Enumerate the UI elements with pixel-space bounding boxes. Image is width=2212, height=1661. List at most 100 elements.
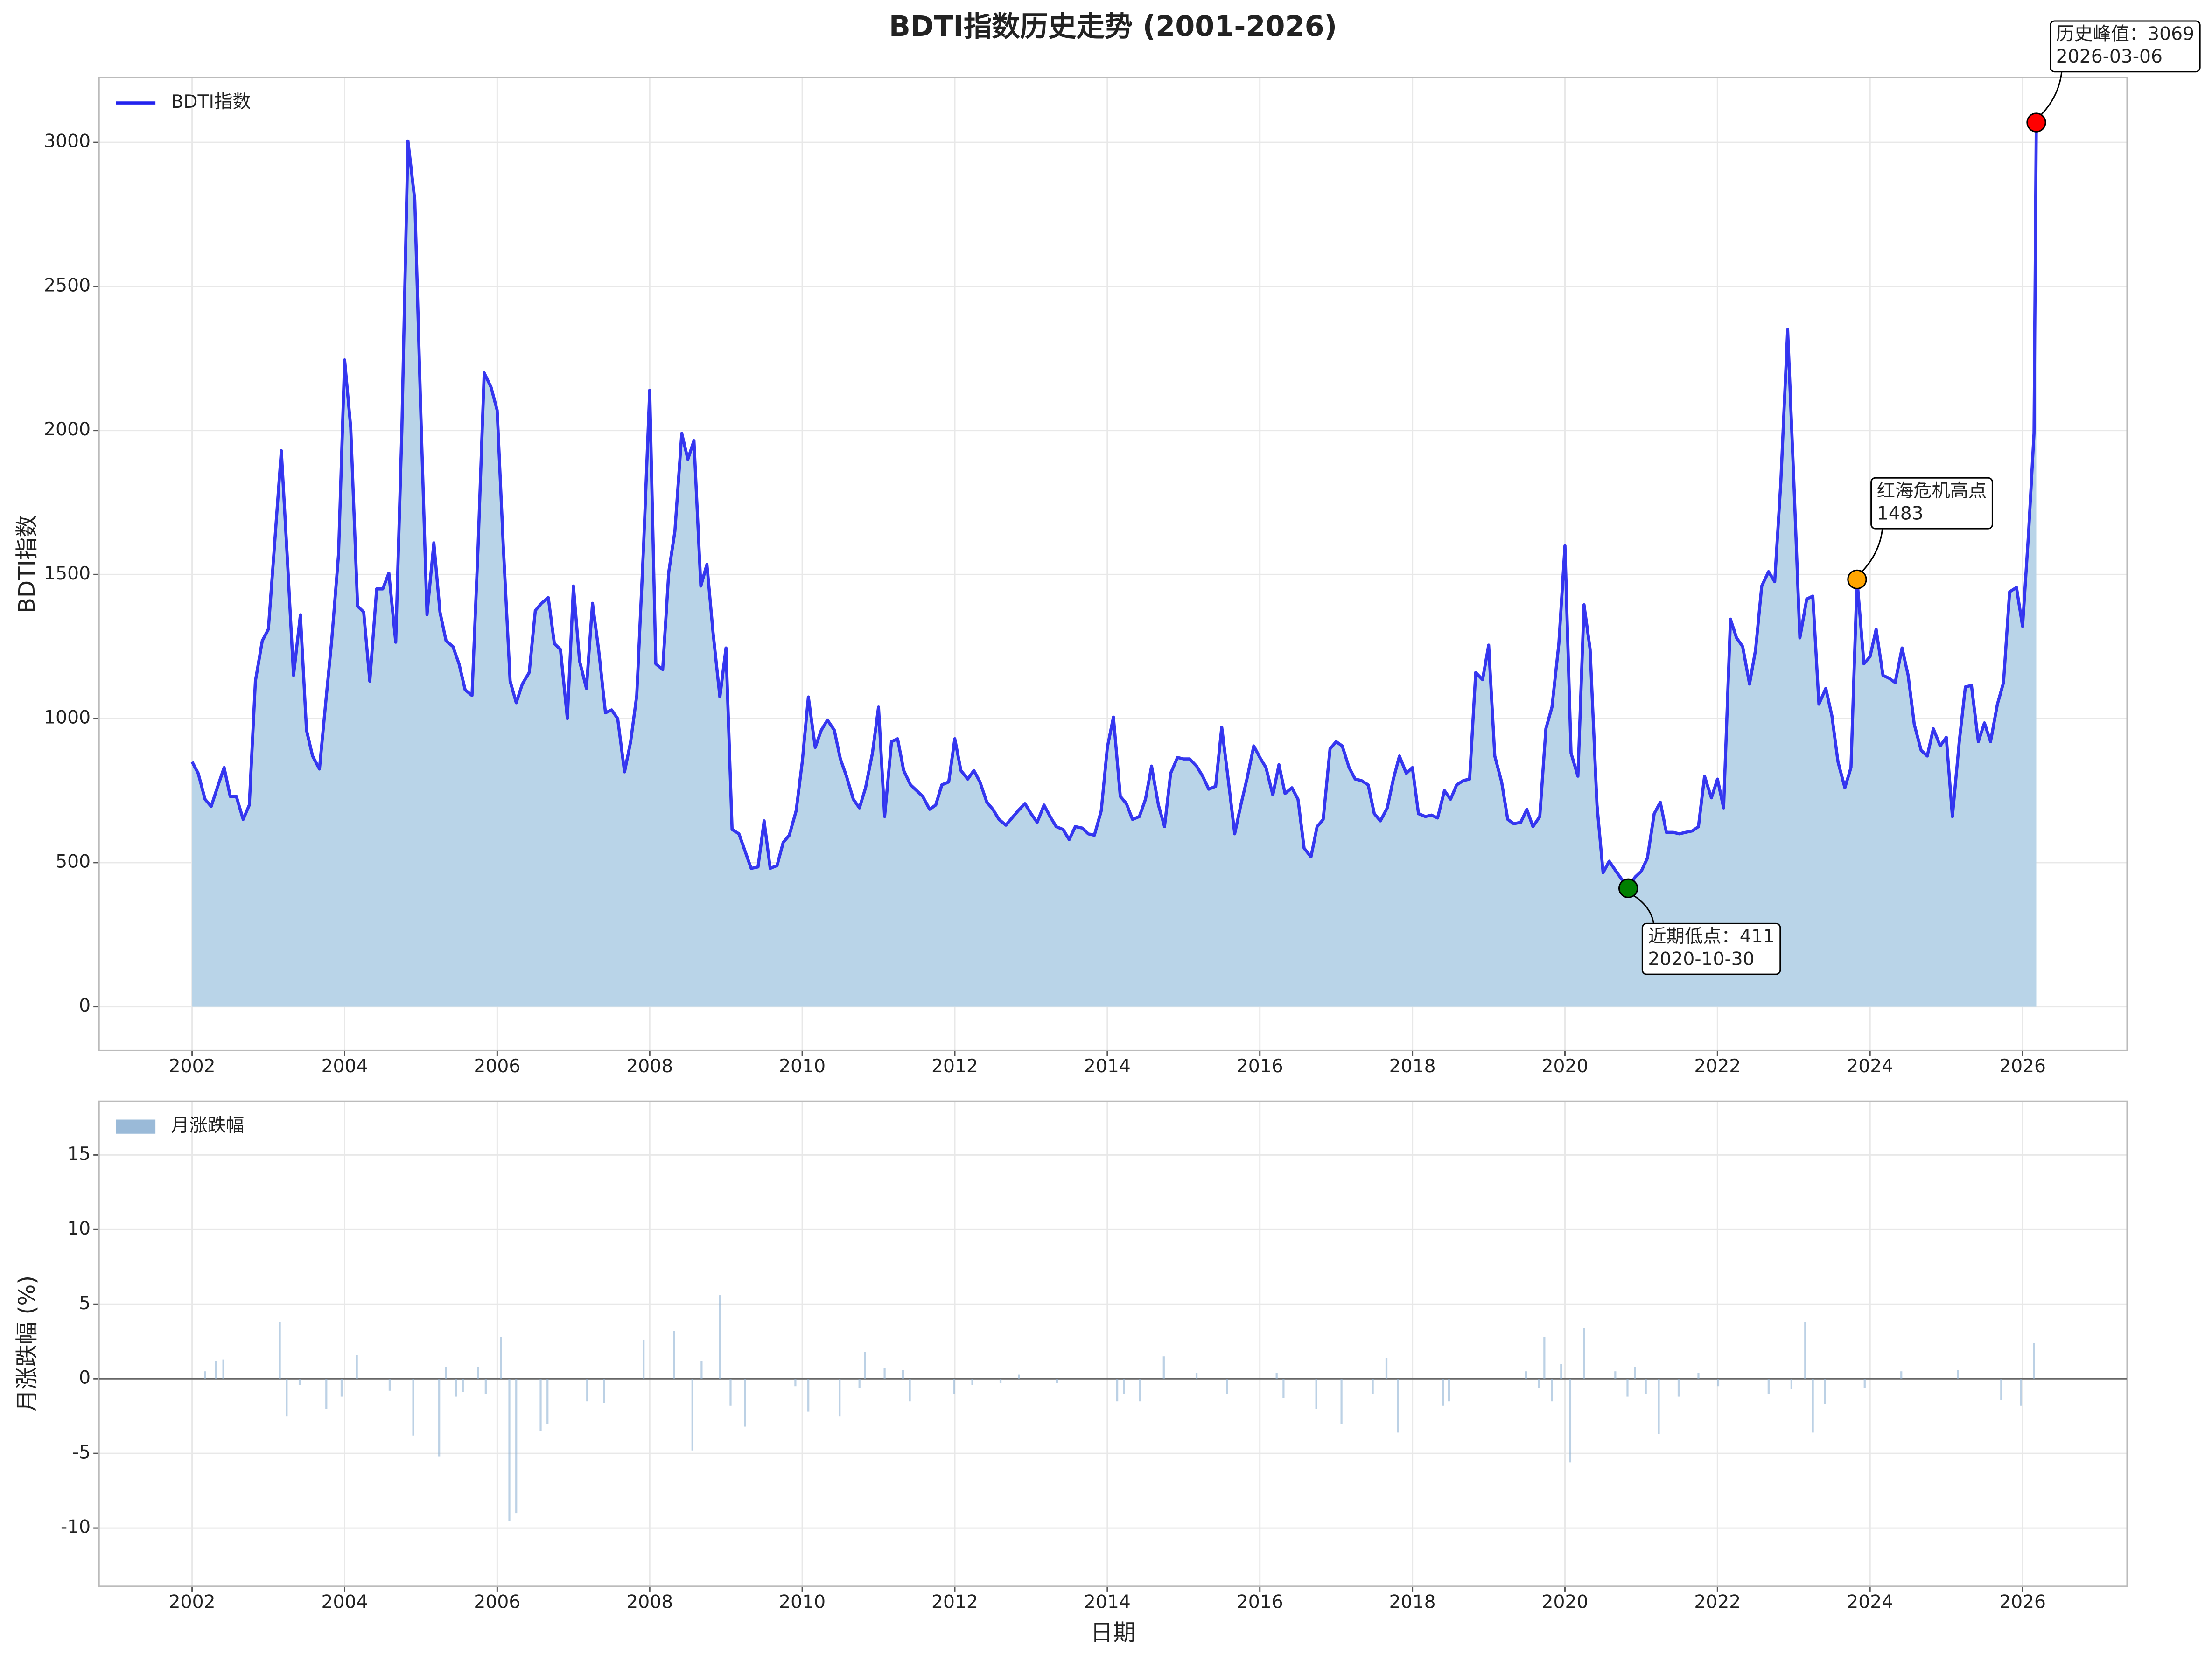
x-tick-label: 2022 — [1694, 1056, 1741, 1077]
plot-frame — [98, 1100, 2128, 1587]
y-tick-label: 10 — [67, 1218, 91, 1239]
bar — [1957, 1370, 1959, 1379]
y-tick-label: 0 — [79, 995, 91, 1016]
bar — [215, 1361, 217, 1379]
bar — [1614, 1371, 1617, 1379]
bar — [1340, 1379, 1343, 1424]
bar — [1697, 1373, 1700, 1379]
x-tick-label: 2002 — [169, 1592, 216, 1613]
x-tick-label: 2014 — [1084, 1592, 1131, 1613]
annotation-arrow — [1859, 528, 1883, 574]
y-tick-label: 2500 — [44, 275, 91, 296]
bar — [1056, 1379, 1058, 1383]
annotation-box — [1870, 477, 1993, 530]
x-tick-label: 2024 — [1847, 1592, 1893, 1613]
annotation-marker — [1847, 569, 1867, 590]
bar — [902, 1370, 904, 1379]
x-tick-label: 2026 — [1999, 1592, 2046, 1613]
bar — [515, 1379, 518, 1514]
bar — [744, 1379, 746, 1427]
annotation-text: 历史峰值：3069 — [2056, 24, 2194, 45]
annotation-arrow — [1631, 893, 1654, 924]
bar — [412, 1379, 414, 1436]
bar — [1658, 1379, 1660, 1434]
bar — [864, 1352, 866, 1379]
x-tick-label: 2020 — [1541, 1592, 1588, 1613]
area — [192, 122, 2037, 1007]
line — [190, 122, 2038, 890]
bar — [1195, 1373, 1198, 1379]
bar — [1116, 1379, 1119, 1402]
bar — [1767, 1379, 1770, 1394]
y-tick-label: 2000 — [44, 419, 91, 440]
bar — [1804, 1322, 1806, 1379]
bar — [1397, 1379, 1399, 1433]
bar — [691, 1379, 693, 1451]
bar — [388, 1379, 391, 1391]
x-tick-label: 2022 — [1694, 1592, 1741, 1613]
bar — [586, 1379, 588, 1402]
bar — [539, 1379, 542, 1431]
x-tick-label: 2018 — [1389, 1056, 1436, 1077]
annotation-box — [1641, 922, 1781, 975]
plot-frame — [98, 77, 2128, 1051]
bar — [279, 1322, 281, 1379]
legend-swatch — [116, 1119, 156, 1134]
bar — [909, 1379, 911, 1402]
x-tick-label: 2006 — [474, 1592, 520, 1613]
x-tick-label: 2014 — [1084, 1056, 1131, 1077]
x-tick-label: 2010 — [779, 1056, 826, 1077]
x-tick-label: 2012 — [931, 1592, 978, 1613]
x-tick-label: 2002 — [169, 1056, 216, 1077]
bar — [298, 1379, 301, 1385]
legend-label: 月涨跌幅 — [171, 1115, 244, 1136]
bar — [1442, 1379, 1444, 1406]
x-tick-label: 2024 — [1847, 1056, 1893, 1077]
bar — [340, 1379, 343, 1397]
bar — [729, 1379, 732, 1406]
bar — [807, 1379, 810, 1412]
bar — [719, 1295, 721, 1379]
bar — [883, 1368, 886, 1379]
y-tick-label: -5 — [72, 1442, 91, 1463]
annotation-text: 2020-10-30 — [1648, 949, 1754, 970]
bar — [603, 1379, 605, 1403]
bar — [1717, 1379, 1720, 1387]
bar — [455, 1379, 457, 1397]
bar — [1583, 1328, 1585, 1379]
x-tick-label: 2004 — [322, 1592, 368, 1613]
y-tick-label: 15 — [67, 1144, 91, 1165]
bar — [971, 1379, 973, 1385]
annotation-marker — [1618, 878, 1638, 898]
bar — [2000, 1379, 2002, 1400]
bar — [1448, 1379, 1450, 1402]
y-tick-label: 3000 — [44, 131, 91, 152]
bar — [858, 1379, 861, 1388]
y-tick-label: 1500 — [44, 563, 91, 584]
bar — [1812, 1379, 1814, 1433]
bar — [1626, 1379, 1629, 1397]
bar — [1372, 1379, 1374, 1394]
bar — [1162, 1356, 1165, 1379]
y-tick-label: 500 — [56, 851, 91, 872]
bar — [500, 1337, 502, 1379]
bar — [2033, 1343, 2035, 1379]
bar — [1525, 1371, 1527, 1379]
x-tick-label: 2006 — [474, 1056, 520, 1077]
bar — [1275, 1373, 1278, 1379]
bar — [438, 1379, 441, 1457]
bar — [1824, 1379, 1826, 1404]
x-tick-label: 2012 — [931, 1056, 978, 1077]
bar — [477, 1367, 479, 1379]
bar — [1139, 1379, 1141, 1402]
x-tick-label: 2008 — [626, 1592, 673, 1613]
bar — [1551, 1379, 1553, 1402]
bar — [1123, 1379, 1125, 1394]
bar — [462, 1379, 464, 1392]
bar — [445, 1367, 447, 1379]
x-tick-label: 2020 — [1541, 1056, 1588, 1077]
